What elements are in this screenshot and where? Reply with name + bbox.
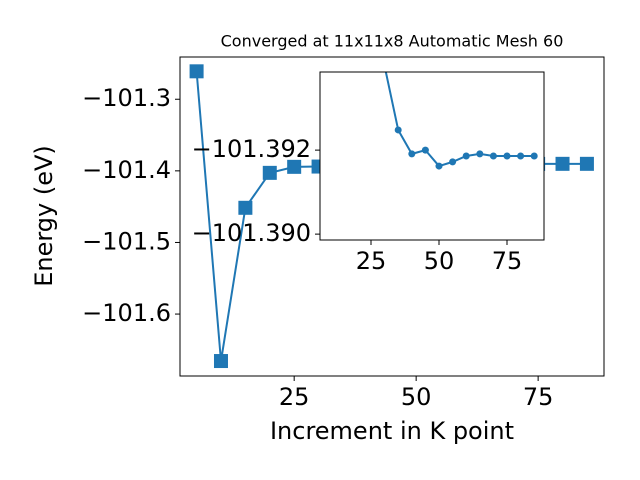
- y-tick-label: −101.390: [192, 219, 311, 247]
- marker: [517, 152, 525, 160]
- x-tick-label: 75: [523, 383, 554, 411]
- marker: [579, 156, 594, 171]
- y-tick-label: −101.4: [82, 156, 171, 184]
- marker: [189, 64, 204, 79]
- marker: [213, 354, 228, 369]
- y-tick-label: −101.5: [82, 227, 171, 255]
- marker: [262, 165, 277, 180]
- marker: [449, 158, 457, 166]
- x-tick-label: 25: [279, 383, 310, 411]
- marker: [476, 150, 484, 158]
- x-tick-label: 75: [492, 247, 523, 275]
- marker: [462, 152, 470, 160]
- y-tick-label: −101.3: [82, 84, 171, 112]
- marker: [503, 152, 511, 160]
- marker: [408, 150, 416, 158]
- y-axis-label: Energy (eV): [30, 145, 58, 287]
- marker: [287, 159, 302, 174]
- marker: [435, 162, 443, 170]
- marker: [530, 152, 538, 160]
- marker: [238, 200, 253, 215]
- axes-frame: [179, 56, 605, 377]
- x-tick-label: 50: [401, 383, 432, 411]
- plot-area: [384, 72, 538, 170]
- axes-frame: [319, 71, 545, 241]
- marker: [394, 126, 402, 134]
- chart-title: Converged at 11x11x8 Automatic Mesh 60: [221, 32, 564, 51]
- x-axis-label: Increment in K point: [270, 417, 514, 445]
- marker: [489, 152, 497, 160]
- y-tick-label: −101.6: [82, 299, 171, 327]
- marker: [555, 156, 570, 171]
- y-tick-label: −101.392: [192, 135, 311, 163]
- x-tick-label: 50: [424, 247, 455, 275]
- marker: [421, 146, 429, 154]
- x-tick-label: 25: [356, 247, 387, 275]
